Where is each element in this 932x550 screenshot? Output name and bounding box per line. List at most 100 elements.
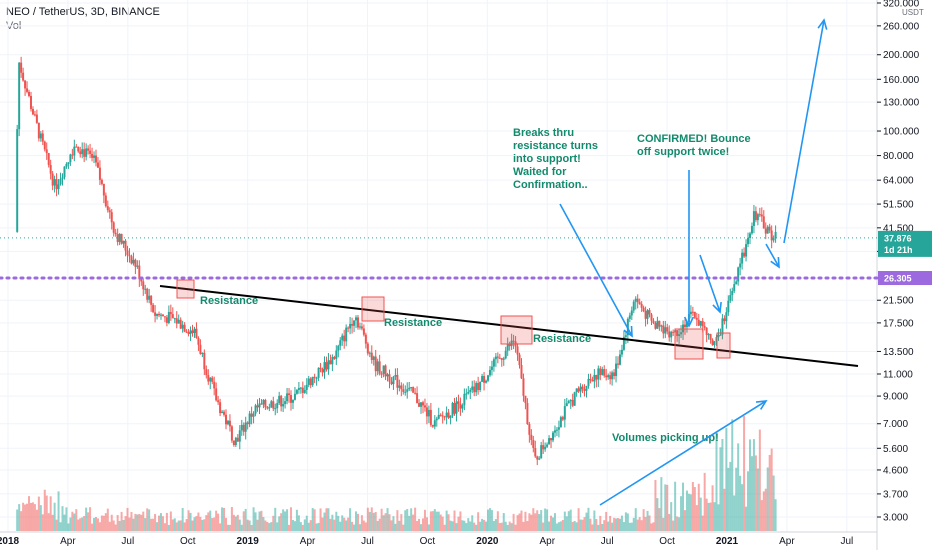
candle-body xyxy=(544,446,547,450)
candle-body xyxy=(183,324,186,332)
volume-bar xyxy=(622,522,625,531)
candle-body xyxy=(187,332,190,334)
candle-body xyxy=(508,344,511,347)
volume-bar xyxy=(315,523,318,531)
volume-bar xyxy=(293,521,296,531)
volume-bar xyxy=(723,488,726,531)
volume-bar xyxy=(750,456,753,531)
volume-bar xyxy=(248,520,251,531)
volume-bar xyxy=(63,514,66,531)
volume-bar xyxy=(593,510,596,531)
volume-bar xyxy=(510,523,513,531)
candle-body xyxy=(709,334,712,340)
volume-bar xyxy=(705,498,708,531)
volume-bar xyxy=(100,515,103,531)
candle-body xyxy=(632,301,635,311)
volume-bar xyxy=(215,510,218,531)
candle-body xyxy=(506,344,509,351)
candle-body xyxy=(583,389,586,391)
arrow-head xyxy=(817,18,828,30)
candle-body xyxy=(601,369,604,376)
candle-body xyxy=(528,424,531,435)
candle-body xyxy=(29,96,32,109)
volume-bar xyxy=(559,521,562,531)
volume-bar xyxy=(177,520,180,531)
candle-body xyxy=(416,393,419,403)
y-tick-label: 200.000 xyxy=(883,50,920,61)
y-tick-label: 130.000 xyxy=(883,98,920,109)
volume-bar xyxy=(485,521,488,531)
volume-bar xyxy=(601,523,604,531)
candle-body xyxy=(701,321,704,327)
candle-body xyxy=(695,317,698,320)
candle-body xyxy=(146,288,149,300)
candle-body xyxy=(193,328,196,334)
volume-bar xyxy=(766,467,769,531)
candle-body xyxy=(102,183,105,196)
volume-bar xyxy=(502,513,505,531)
volume-bar xyxy=(181,508,184,531)
resistance-label: Resistance xyxy=(200,295,258,307)
volume-bar xyxy=(733,495,736,531)
candle-body xyxy=(770,230,773,241)
candle-body xyxy=(266,407,269,409)
candle-body xyxy=(467,391,470,394)
candle-body xyxy=(530,434,533,441)
candle-body xyxy=(563,406,566,420)
candle-body xyxy=(181,324,184,329)
volume-bar xyxy=(217,513,220,531)
volume-bar xyxy=(268,523,271,531)
candle-body xyxy=(197,337,200,345)
volume-bar xyxy=(126,507,129,531)
candle-body xyxy=(577,388,580,392)
candle-body xyxy=(85,148,88,157)
volume-bar xyxy=(311,507,314,531)
volume-bar xyxy=(347,517,350,531)
candle-body xyxy=(230,426,233,441)
candle-body xyxy=(455,401,458,414)
volume-bar xyxy=(69,517,72,531)
volume-bar xyxy=(479,521,482,531)
volume-bar xyxy=(524,511,527,531)
volume-bar xyxy=(504,521,507,531)
volume-bar xyxy=(209,510,212,531)
candle-body xyxy=(435,418,438,421)
candle-body xyxy=(364,334,367,344)
candle-body xyxy=(445,412,448,418)
volume-bar xyxy=(299,522,302,531)
arrow-head xyxy=(712,301,722,314)
volume-bar xyxy=(167,524,170,531)
candle-body xyxy=(252,413,255,417)
volume-bar xyxy=(735,467,738,531)
volume-bar xyxy=(37,496,40,531)
chart-title: NEO / TetherUS, 3D, BINANCE xyxy=(6,6,160,18)
candle-body xyxy=(622,336,625,350)
candle-body xyxy=(130,256,133,264)
highlight-box xyxy=(361,296,385,322)
volume-bar xyxy=(161,516,164,531)
volume-bar xyxy=(189,512,192,531)
candle-body xyxy=(339,340,342,346)
candle-body xyxy=(650,314,653,321)
volume-bar xyxy=(211,518,214,531)
candle-body xyxy=(75,146,78,148)
candle-body xyxy=(618,354,621,365)
volume-bar xyxy=(701,515,704,531)
candle-body xyxy=(228,420,231,427)
y-tick-label: 51.500 xyxy=(883,200,914,211)
candle-body xyxy=(126,250,129,256)
volume-bar xyxy=(77,519,80,531)
candle-body xyxy=(335,350,338,359)
volume-bar xyxy=(609,515,612,531)
volume-bar xyxy=(205,515,208,531)
volume-bar xyxy=(691,482,694,531)
candle-body xyxy=(171,314,174,319)
volume-bar xyxy=(132,518,135,531)
volume-bar xyxy=(254,512,257,531)
volume-bar xyxy=(83,516,86,531)
candle-body xyxy=(59,178,62,185)
note-breakout-line: Waited for xyxy=(513,166,567,178)
volume-bar xyxy=(672,520,675,531)
volume-bar xyxy=(512,513,515,531)
